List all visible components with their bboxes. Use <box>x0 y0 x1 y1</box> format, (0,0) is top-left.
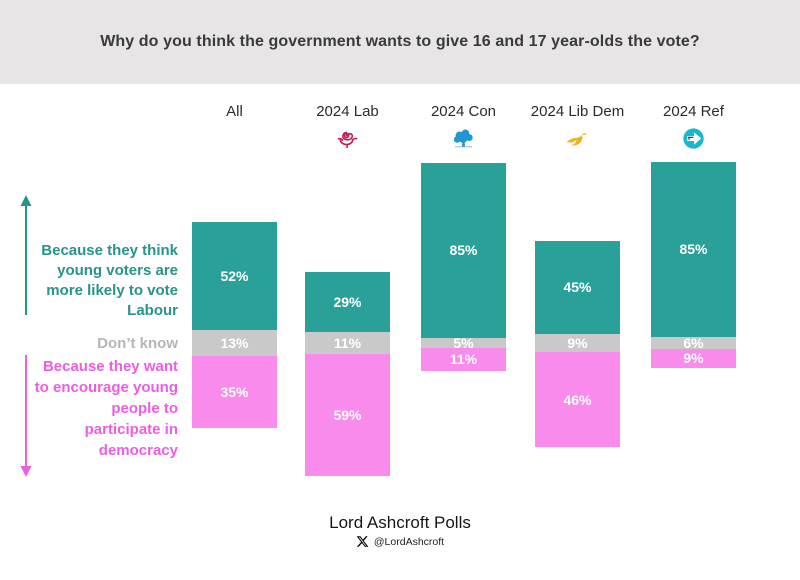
bar-segment-because-they-think: 85% <box>421 162 506 338</box>
bar-value-label: 29% <box>333 293 362 310</box>
bar-value-label: 35% <box>220 384 249 401</box>
column-header-2024-lab: 2024 Lab <box>316 103 379 120</box>
bar-value-label: 59% <box>333 407 362 424</box>
bar-value-label: 9% <box>567 334 588 351</box>
bar-value-label: 85% <box>449 242 478 259</box>
bar-value-label: 6% <box>683 335 704 351</box>
bar-segment-don-t-know: 5% <box>421 335 506 351</box>
bar-value-label: 52% <box>220 268 249 285</box>
x-logo-icon <box>356 535 369 548</box>
bar-segment-because-they-want: 46% <box>535 352 620 447</box>
chart-title: Why do you think the government wants to… <box>100 33 700 50</box>
bar-segment-don-t-know: 6% <box>651 335 736 351</box>
legend-label-vote-labour: Because they think young voters are more… <box>41 242 178 319</box>
brand-name: Lord Ashcroft Polls <box>329 513 471 532</box>
libdem-bird-icon <box>518 125 638 151</box>
bar-column-2024-lib-dem: 45% 9% 46% <box>535 241 620 447</box>
down-arrow-icon <box>20 355 32 477</box>
bar-segment-because-they-think: 52% <box>192 222 277 330</box>
bar-value-label: 5% <box>453 335 474 351</box>
social-handle: @LordAshcroft <box>373 535 445 548</box>
bar-segment-because-they-want: 59% <box>305 354 390 476</box>
bar-value-label: 11% <box>333 334 362 351</box>
column-header-2024-ref: 2024 Ref <box>663 103 724 120</box>
legend-label-dont-know: Don’t know <box>97 335 178 352</box>
bar-segment-because-they-want: 9% <box>651 349 736 368</box>
bar-segment-don-t-know: 9% <box>535 333 620 353</box>
bar-value-label: 46% <box>563 391 592 408</box>
column-header-2024-con: 2024 Con <box>430 103 497 120</box>
bar-segment-because-they-want: 11% <box>421 348 506 371</box>
conservative-tree-icon <box>404 125 524 151</box>
legend-label-participate: Because they want to encourage young peo… <box>34 358 178 459</box>
bar-segment-because-they-think: 29% <box>305 271 390 332</box>
reform-arrow-icon <box>634 125 754 151</box>
bar-column-2024-con: 85% 5% 11% <box>421 162 506 371</box>
bar-segment-because-they-think: 85% <box>651 161 736 337</box>
bar-value-label: 85% <box>679 241 708 258</box>
labour-rose-icon <box>288 125 408 151</box>
bar-value-label: 9% <box>683 350 704 367</box>
social-row: @LordAshcroft <box>0 535 800 548</box>
bar-value-label: 11% <box>449 351 478 368</box>
bar-value-label: 13% <box>220 334 249 351</box>
bar-column-2024-lab: 29% 11% 59% <box>305 271 390 476</box>
title-bar: Why do you think the government wants to… <box>0 0 800 84</box>
bar-segment-because-they-think: 45% <box>535 241 620 334</box>
bar-segment-don-t-know: 11% <box>305 331 390 355</box>
column-header-2024-lib-dem: 2024 Lib Dem <box>530 103 625 120</box>
up-arrow-icon <box>20 195 32 315</box>
column-header-all: All <box>226 103 243 120</box>
bar-value-label: 45% <box>563 279 592 296</box>
bar-column-all: 52% 13% 35% <box>192 222 277 429</box>
bar-segment-don-t-know: 13% <box>192 329 277 357</box>
bar-column-2024-ref: 85% 6% 9% <box>651 161 736 368</box>
bar-segment-because-they-want: 35% <box>192 356 277 429</box>
